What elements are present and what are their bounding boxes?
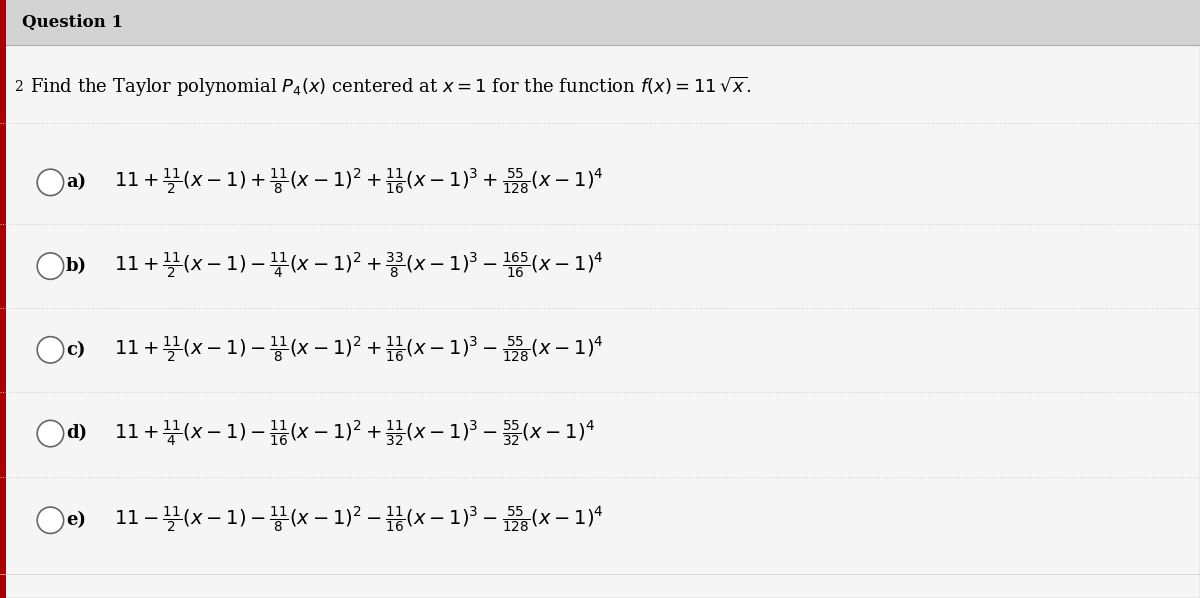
Ellipse shape bbox=[37, 169, 64, 196]
Text: b): b) bbox=[66, 257, 88, 275]
Ellipse shape bbox=[37, 337, 64, 363]
Text: d): d) bbox=[66, 425, 88, 443]
Text: $11 + \frac{11}{2}(x-1)-\frac{11}{8}(x-1)^2 + \frac{11}{16}(x-1)^3 - \frac{55}{1: $11 + \frac{11}{2}(x-1)-\frac{11}{8}(x-1… bbox=[114, 335, 604, 365]
Text: $11 - \frac{11}{2}(x-1)-\frac{11}{8}(x-1)^2 - \frac{11}{16}(x-1)^3 - \frac{55}{1: $11 - \frac{11}{2}(x-1)-\frac{11}{8}(x-1… bbox=[114, 505, 604, 535]
Text: e): e) bbox=[66, 511, 86, 529]
FancyBboxPatch shape bbox=[0, 0, 1200, 45]
Text: Find the Taylor polynomial $P_4(x)$ centered at $x = 1$ for the function $f(x) =: Find the Taylor polynomial $P_4(x)$ cent… bbox=[30, 75, 751, 99]
Text: 2: 2 bbox=[14, 80, 23, 94]
Ellipse shape bbox=[37, 507, 64, 533]
Ellipse shape bbox=[37, 253, 64, 279]
FancyBboxPatch shape bbox=[0, 0, 6, 598]
Text: $11 + \frac{11}{4}(x-1)-\frac{11}{16}(x-1)^2 + \frac{11}{32}(x-1)^3 - \frac{55}{: $11 + \frac{11}{4}(x-1)-\frac{11}{16}(x-… bbox=[114, 419, 595, 448]
Text: a): a) bbox=[66, 173, 86, 191]
Text: Question 1: Question 1 bbox=[22, 14, 122, 31]
Text: $11 + \frac{11}{2}(x-1)-\frac{11}{4}(x-1)^2 + \frac{33}{8}(x-1)^3 - \frac{165}{1: $11 + \frac{11}{2}(x-1)-\frac{11}{4}(x-1… bbox=[114, 251, 604, 281]
Ellipse shape bbox=[37, 420, 64, 447]
Text: $11 + \frac{11}{2}(x-1)+\frac{11}{8}(x-1)^2 + \frac{11}{16}(x-1)^3 + \frac{55}{1: $11 + \frac{11}{2}(x-1)+\frac{11}{8}(x-1… bbox=[114, 167, 604, 197]
Text: c): c) bbox=[66, 341, 85, 359]
